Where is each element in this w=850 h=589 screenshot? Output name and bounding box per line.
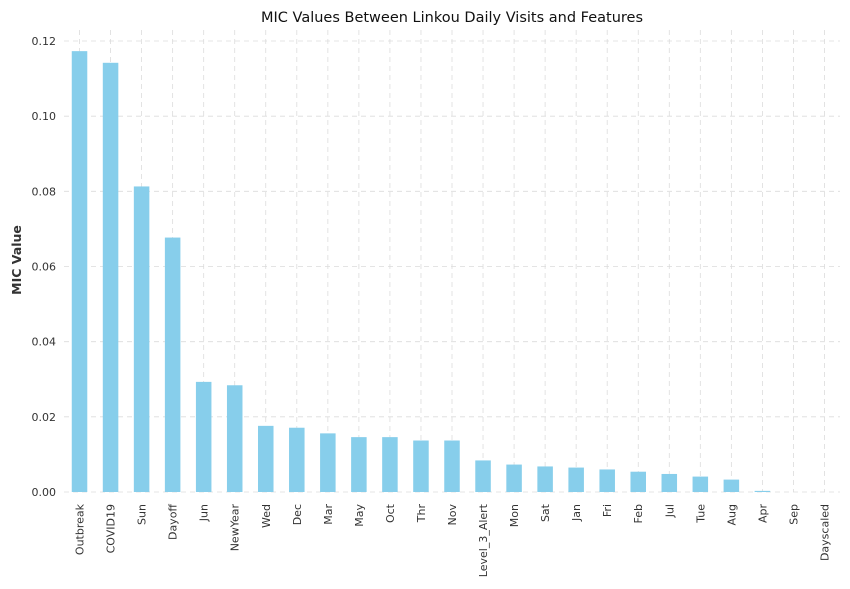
bar-sat: [537, 466, 553, 492]
x-tick-label: Thr: [415, 504, 428, 524]
x-tick-label: Outbreak: [74, 503, 87, 555]
bar-jul: [661, 473, 678, 492]
y-axis-label: MIC Value: [9, 225, 24, 295]
y-tick-label: 0.00: [32, 486, 57, 499]
x-tick-label: Tue: [694, 504, 707, 524]
x-tick-label: Jul: [663, 504, 676, 518]
y-tick-label: 0.12: [32, 35, 57, 48]
bar-dec: [289, 427, 305, 492]
x-tick-label: Jun: [198, 504, 211, 522]
y-tick-label: 0.04: [32, 336, 57, 349]
x-tick-label: Sat: [539, 503, 552, 522]
x-tick-label: Oct: [384, 503, 397, 523]
bar-tue: [692, 476, 709, 492]
x-tick-label: Mar: [322, 504, 335, 525]
bar-jun: [195, 381, 212, 492]
x-tick-label: Sep: [787, 504, 800, 525]
bar-wed: [258, 425, 274, 492]
chart-title: MIC Values Between Linkou Daily Visits a…: [261, 10, 643, 26]
x-tick-labels: Outbreak COVID19 Sun Dayoff Jun NewYear Wed Dec…: [74, 503, 832, 577]
bar-level-3-alert: [475, 460, 491, 492]
x-tick-label: Dayoff: [167, 504, 180, 540]
y-tick-label: 0.08: [32, 185, 57, 198]
x-tick-label: Dayscaled: [818, 504, 831, 561]
y-tick-label: 0.10: [32, 110, 57, 123]
x-tick-label: Apr: [756, 504, 769, 524]
bar-fri: [599, 469, 615, 492]
bar-oct: [382, 437, 398, 492]
y-tick-labels: 0.00 0.02 0.04 0.06 0.08 0.10 0.12: [32, 35, 57, 499]
bars-layer: [71, 51, 771, 493]
bar-dayoff: [164, 237, 181, 492]
bar-covid19: [102, 62, 119, 492]
x-tick-label: NewYear: [229, 504, 242, 552]
x-tick-label: Fri: [601, 504, 614, 517]
y-tick-label: 0.02: [32, 411, 57, 424]
x-tick-label: Level_3_Alert: [477, 503, 490, 577]
x-tick-label: COVID19: [105, 504, 118, 553]
x-tick-label: Wed: [260, 504, 273, 528]
bar-thr: [413, 440, 429, 492]
bar-outbreak: [71, 51, 88, 493]
x-tick-label: Feb: [632, 504, 645, 523]
bar-sun: [133, 186, 150, 492]
bar-jan: [568, 467, 584, 492]
x-tick-label: Mon: [508, 504, 521, 527]
x-tick-label: Jan: [570, 504, 583, 522]
x-tick-label: Aug: [725, 504, 738, 525]
bar-newyear: [226, 385, 243, 492]
y-tick-label: 0.06: [32, 261, 57, 274]
bar-aug: [723, 479, 740, 492]
x-tick-label: Sun: [136, 504, 149, 525]
bar-nov: [444, 440, 460, 492]
bar-feb: [630, 471, 646, 492]
bar-may: [351, 437, 367, 492]
x-tick-label: Dec: [291, 504, 304, 525]
bar-apr: [754, 490, 771, 492]
bar-mon: [506, 464, 522, 492]
x-tick-label: Nov: [446, 504, 459, 526]
x-tick-label: May: [353, 504, 366, 527]
bar-mar: [320, 433, 336, 492]
